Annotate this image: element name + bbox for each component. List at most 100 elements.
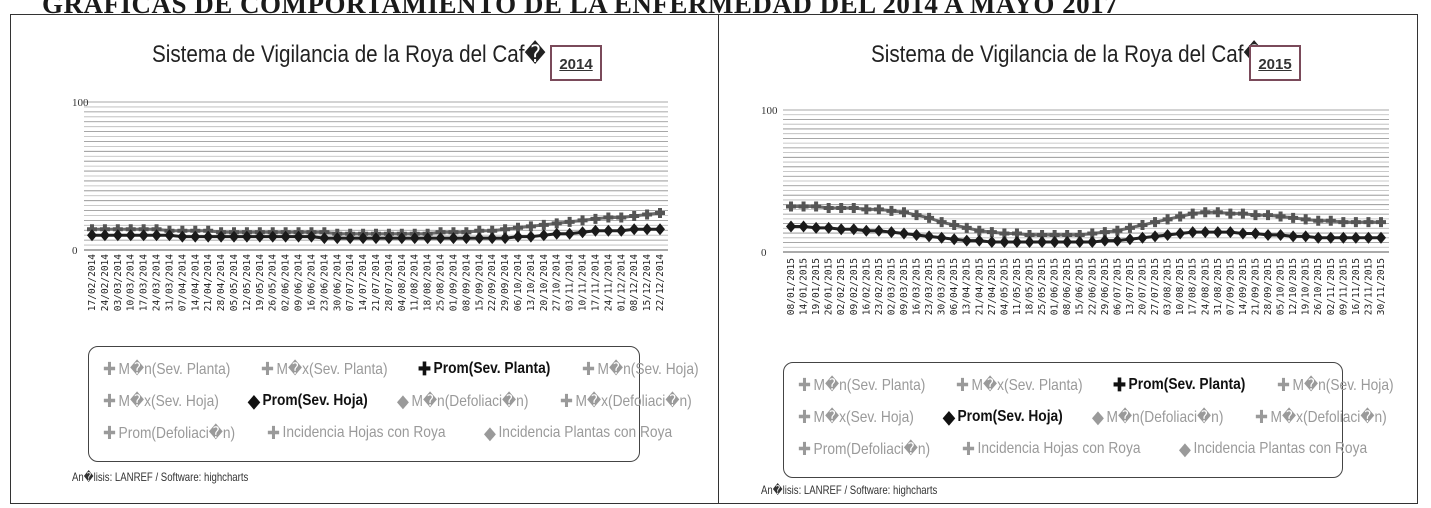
- x-tick-label: 10/03/2014: [126, 254, 137, 311]
- legend-item[interactable]: ✚ M�x(Sev. Hoja): [103, 391, 219, 412]
- x-tick-label: 06/04/2015: [949, 258, 960, 315]
- legend-item[interactable]: ✚ M�x(Sev. Hoja): [798, 407, 914, 428]
- data-point: [861, 224, 872, 237]
- data-point: [1137, 220, 1148, 231]
- data-point: [1350, 217, 1361, 228]
- legend-item[interactable]: ◆ Incidencia Plantas con Roya: [1179, 439, 1367, 460]
- data-point: [525, 221, 536, 232]
- x-tick-label: 13/04/2015: [962, 258, 973, 315]
- legend-item[interactable]: ✚ M�n(Sev. Planta): [798, 375, 925, 396]
- legend-item[interactable]: ✚ Prom(Defoliaci�n): [103, 423, 235, 444]
- data-point: [538, 229, 549, 242]
- legend-item[interactable]: ✚ M�x(Defoliaci�n): [1255, 407, 1387, 428]
- chart-panel-2014: Sistema de Vigilancia de la Roya del Caf…: [12, 16, 716, 502]
- data-point: [332, 232, 343, 245]
- data-point: [898, 227, 909, 240]
- data-point: [1124, 222, 1135, 233]
- legend-item[interactable]: ✚ M�n(Sev. Hoja): [1277, 375, 1394, 396]
- legend-label: M�n(Sev. Hoja): [597, 361, 699, 378]
- chart-plot-area: 100 0 17/02/2014 24/02/2014 03/03/2014 10/03/…: [72, 97, 668, 311]
- legend-symbol-icon: ✚: [1113, 374, 1127, 395]
- data-point: [267, 230, 278, 243]
- chart-title: Sistema de Vigilancia de la Roya del Caf…: [871, 41, 1265, 68]
- legend-item[interactable]: ✚ Incidencia Hojas con Roya: [962, 439, 1140, 460]
- legend-symbol-icon: ✚: [798, 406, 811, 427]
- data-point: [949, 220, 960, 231]
- legend-symbol-icon: ✚: [418, 358, 432, 379]
- chart-legend: ✚ M�n(Sev. Planta) ✚ M�x(Sev. Planta) ✚ Prom(…: [88, 346, 699, 462]
- data-point: [1162, 228, 1173, 241]
- x-tick-label: 14/09/2015: [1238, 258, 1249, 315]
- y-tick-label: 0: [72, 245, 78, 257]
- data-point: [886, 226, 897, 239]
- x-tick-label: 26/01/2015: [824, 258, 835, 315]
- x-tick-label: 10/11/2014: [578, 254, 589, 311]
- x-tick-label: 21/04/2015: [974, 258, 985, 315]
- legend-label: M�x(Sev. Hoja): [118, 393, 219, 410]
- data-point: [873, 224, 884, 237]
- data-point: [319, 232, 330, 245]
- x-tick-label: 03/08/2015: [1163, 258, 1174, 315]
- x-tick-label: 17/08/2015: [1188, 258, 1199, 315]
- legend-item[interactable]: ✚ Incidencia Hojas con Roya: [267, 423, 445, 444]
- y-tick-label: 100: [72, 97, 89, 109]
- data-point: [1087, 236, 1098, 249]
- x-tick-label: 24/08/2015: [1200, 258, 1211, 315]
- legend-item[interactable]: ◆ Prom(Sev. Hoja): [248, 391, 368, 412]
- legend-label: M�x(Sev. Planta): [971, 377, 1083, 394]
- legend-item[interactable]: ◆ M�n(Defoliaci�n): [397, 391, 528, 412]
- data-point: [999, 236, 1010, 249]
- year-badge: 2015: [1249, 45, 1301, 81]
- legend-item[interactable]: ◆ M�n(Defoliaci�n): [1092, 407, 1223, 428]
- data-point: [1175, 227, 1186, 240]
- data-point: [1024, 229, 1035, 240]
- legend-item[interactable]: ◆ Prom(Sev. Hoja): [943, 407, 1063, 428]
- data-point: [798, 201, 809, 212]
- legend-item[interactable]: ✚ M�x(Defoliaci�n): [560, 391, 692, 412]
- data-point: [590, 224, 601, 237]
- legend-symbol-icon: ◆: [484, 422, 497, 443]
- legend-item[interactable]: ✚ M�x(Sev. Planta): [956, 375, 1083, 396]
- data-point: [798, 220, 809, 233]
- data-point: [99, 229, 110, 242]
- data-point: [629, 223, 640, 236]
- data-point: [1275, 211, 1286, 222]
- legend-item[interactable]: ◆ Incidencia Plantas con Roya: [484, 423, 672, 444]
- chart-plot-area: 100 0 08/01/2015 14/01/2015 19/01/2015 26/01/…: [761, 105, 1389, 315]
- data-point: [1288, 230, 1299, 243]
- data-point: [409, 232, 420, 245]
- x-tick-label: 30/11/2015: [1376, 258, 1387, 315]
- legend-label: Prom(Sev. Hoja): [262, 392, 368, 409]
- data-point: [1037, 236, 1048, 249]
- legend-item[interactable]: ✚ M�n(Sev. Planta): [103, 359, 230, 380]
- data-point: [1263, 210, 1274, 221]
- x-tick-label: 16/02/2015: [861, 258, 872, 315]
- legend-item[interactable]: ✚ Prom(Defoliaci�n): [798, 439, 930, 460]
- x-tick-label: 04/08/2014: [397, 254, 408, 311]
- data-point: [487, 225, 498, 236]
- data-point: [986, 227, 997, 238]
- legend-item[interactable]: ✚ M�x(Sev. Planta): [261, 359, 388, 380]
- legend-item[interactable]: ✚ Prom(Sev. Planta): [1113, 375, 1245, 396]
- data-point: [836, 202, 847, 213]
- legend-label: Incidencia Plantas con Roya: [498, 424, 673, 441]
- legend-item[interactable]: ✚ M�n(Sev. Hoja): [582, 359, 699, 380]
- data-point: [974, 225, 985, 236]
- legend-item[interactable]: ✚ Prom(Sev. Planta): [418, 359, 550, 380]
- data-point: [513, 230, 523, 243]
- data-point: [371, 232, 381, 245]
- legend-symbol-icon: ✚: [798, 374, 811, 395]
- data-point: [603, 224, 614, 237]
- data-point: [383, 232, 394, 245]
- chart-panel-2015: Sistema de Vigilancia de la Roya del Caf…: [721, 16, 1416, 502]
- legend-symbol-icon: ✚: [103, 422, 116, 443]
- data-point: [1300, 230, 1311, 243]
- data-point: [1237, 227, 1248, 240]
- legend-label: Incidencia Hojas con Roya: [282, 424, 446, 441]
- data-point: [474, 225, 485, 236]
- x-tick-label: 05/10/2015: [1276, 258, 1287, 315]
- data-point: [164, 229, 175, 242]
- data-point: [500, 232, 511, 245]
- data-point: [999, 228, 1010, 239]
- legend-symbol-icon: ✚: [1254, 406, 1268, 427]
